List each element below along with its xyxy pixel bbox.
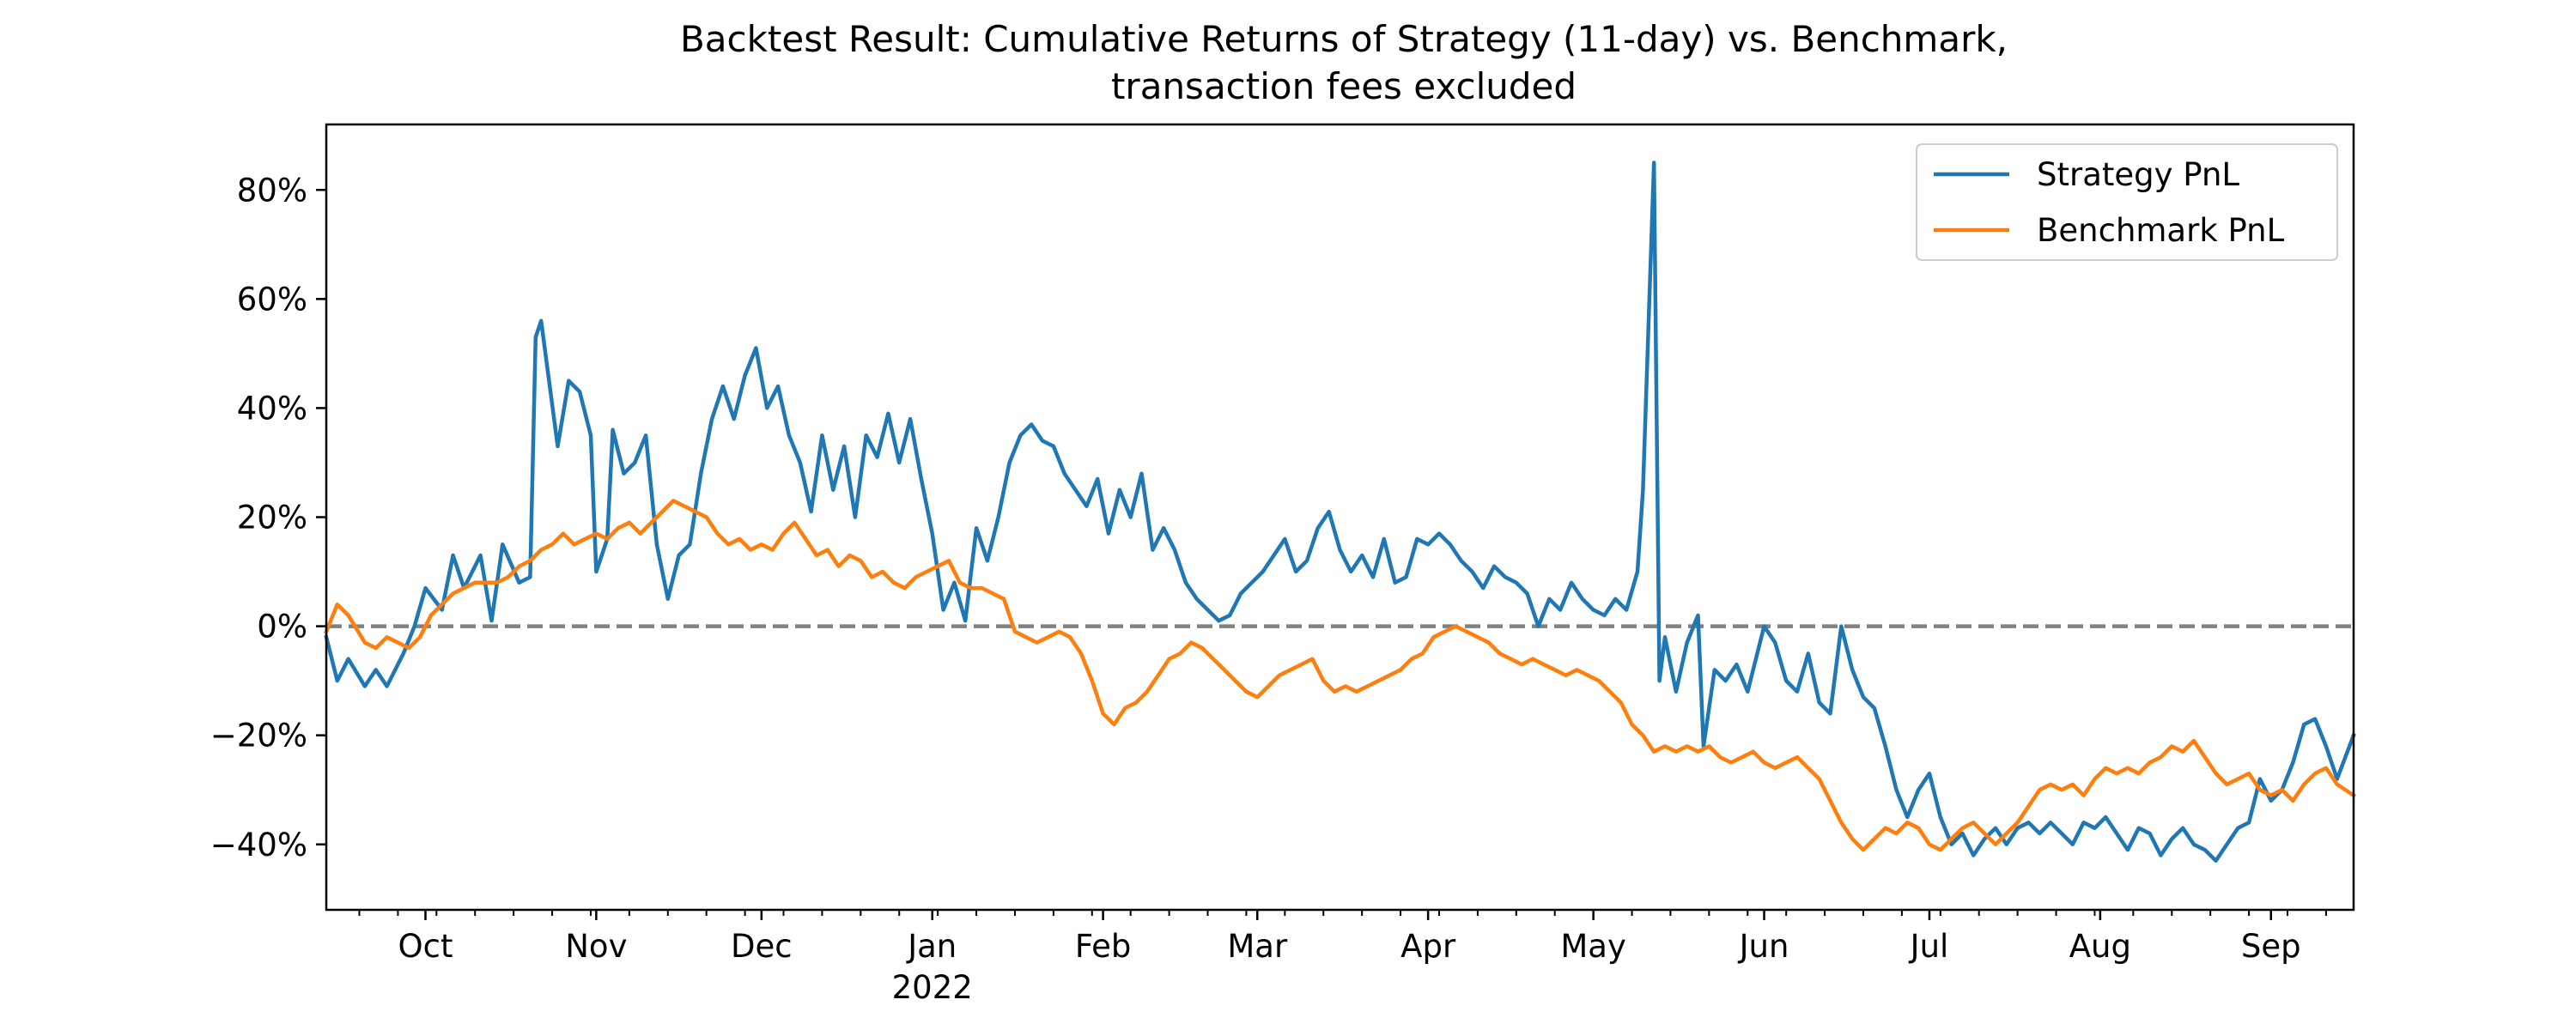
y-axis: 80% 60% 40% 20% 0% −20% −40% bbox=[210, 172, 326, 863]
x-tick-label: Jan bbox=[906, 928, 957, 965]
x-axis: Oct Nov Dec Jan 2022 Feb Mar Apr May Jun Jul Aug Sep bbox=[358, 910, 2327, 1006]
chart-title-line-1: Backtest Result: Cumulative Returns of S… bbox=[680, 18, 2008, 60]
x-tick-label: Sep bbox=[2241, 928, 2301, 965]
x-tick-label: May bbox=[1560, 928, 1626, 965]
x-tick-label: Apr bbox=[1400, 928, 1456, 965]
x-tick-year-label: 2022 bbox=[892, 969, 973, 1006]
x-tick-label: Oct bbox=[398, 928, 453, 965]
y-tick-label: 60% bbox=[237, 281, 307, 318]
x-tick-label: Jun bbox=[1738, 928, 1789, 965]
legend: Strategy PnL Benchmark PnL bbox=[1916, 143, 2338, 261]
y-tick-label: 0% bbox=[257, 609, 307, 645]
series-line-strategy bbox=[324, 161, 2356, 863]
y-tick-label: 20% bbox=[237, 500, 307, 536]
y-tick-label: −40% bbox=[210, 827, 307, 863]
y-tick-label: 40% bbox=[237, 390, 307, 427]
legend-label-strategy: Strategy PnL bbox=[2037, 156, 2239, 193]
series-line-benchmark bbox=[324, 499, 2357, 852]
legend-label-benchmark: Benchmark PnL bbox=[2037, 212, 2285, 249]
x-tick-label: Jul bbox=[1909, 928, 1949, 965]
chart-title-line-2: transaction fees excluded bbox=[1111, 65, 1577, 107]
y-tick-label: −20% bbox=[210, 718, 307, 754]
x-tick-label: Nov bbox=[565, 928, 627, 965]
x-tick-label: Mar bbox=[1227, 928, 1288, 965]
x-tick-label: Feb bbox=[1075, 928, 1132, 965]
legend-frame bbox=[1916, 143, 2338, 261]
x-tick-label: Dec bbox=[731, 928, 793, 965]
x-tick-label: Aug bbox=[2069, 928, 2131, 965]
y-tick-label: 80% bbox=[237, 172, 307, 209]
series-layer bbox=[324, 161, 2357, 863]
